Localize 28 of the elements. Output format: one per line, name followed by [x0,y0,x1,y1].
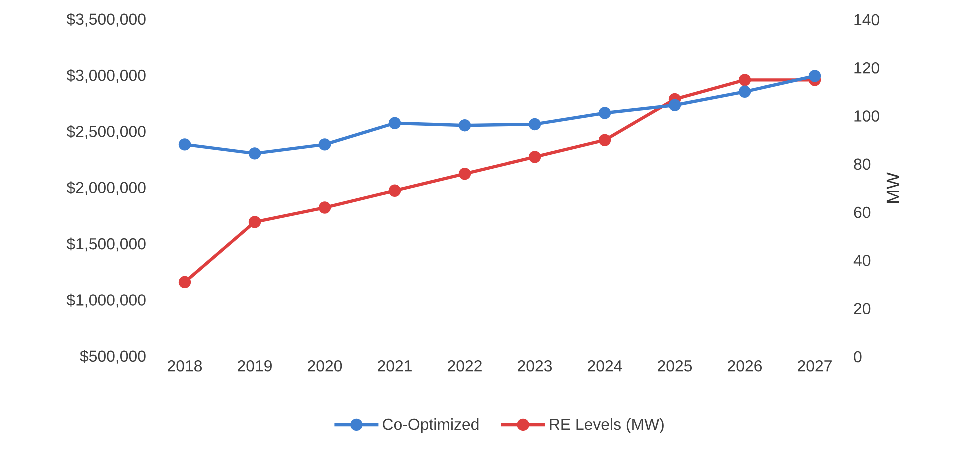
x-tick-label: 2023 [518,360,552,372]
x-tick-label: 2019 [238,360,272,372]
legend-label: Co-Optimized [383,418,479,434]
x-tick-label: 2018 [168,360,202,372]
y2-tick-label: 20 [854,303,871,314]
y2-tick-label: 140 [854,14,880,26]
y2-tick-label: 60 [854,206,871,218]
x-tick-label: 2026 [728,360,762,372]
y2-tick-label: 0 [854,351,862,363]
y2-tick-label: 40 [854,255,871,266]
x-tick-label: 2022 [448,360,482,372]
legend-label: RE Levels (MW) [550,418,664,434]
y2-axis-title: MW [886,172,900,203]
y-tick-label: $2,500,000 [66,125,146,140]
x-tick-label: 2021 [378,360,412,372]
x-tick-label: 2024 [588,360,622,372]
y2-tick-label: 80 [854,158,871,170]
y-tick-label: $1,500,000 [66,238,146,252]
x-tick-label: 2027 [798,360,832,372]
y2-tick-label: 100 [854,110,880,122]
y-tick-label: $2,000,000 [66,182,146,196]
y-tick-label: $3,500,000 [66,13,146,27]
x-tick-label: 2020 [308,360,342,372]
x-tick-label: 2025 [658,360,692,372]
y-tick-label: $500,000 [80,350,146,364]
y2-tick-label: 120 [854,62,880,74]
y-tick-label: $3,000,000 [66,69,146,84]
y-tick-label: $1,000,000 [66,294,146,308]
